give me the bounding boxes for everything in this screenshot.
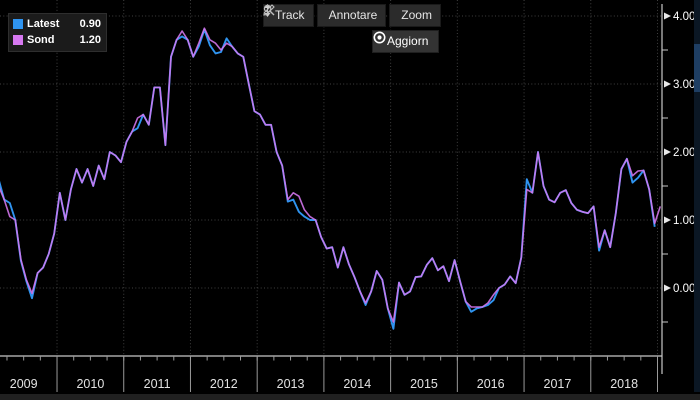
- gridlines: [0, 0, 662, 356]
- svg-text:2012: 2012: [210, 377, 238, 391]
- legend-item-sond: Sond 1.20: [13, 32, 101, 48]
- vertical-scrollbar-thumb[interactable]: [694, 44, 700, 92]
- horizontal-scrollbar[interactable]: [0, 394, 700, 400]
- svg-text:2017: 2017: [544, 377, 572, 391]
- svg-text:2016: 2016: [477, 377, 505, 391]
- svg-text:2011: 2011: [144, 377, 171, 391]
- sond-series-swatch: [13, 35, 23, 45]
- series-latest: [0, 28, 656, 330]
- svg-text:2010: 2010: [76, 377, 104, 391]
- chart-toolbar: Track Annotare Zoom: [263, 4, 441, 27]
- legend-value: 1.20: [79, 34, 101, 46]
- refresh-button[interactable]: Aggiorn: [372, 30, 440, 53]
- vertical-scrollbar[interactable]: [694, 0, 700, 392]
- svg-text:2009: 2009: [10, 377, 38, 391]
- annotate-button[interactable]: Annotare: [263, 4, 387, 27]
- refresh-button-label: Aggiorn: [387, 34, 429, 48]
- svg-text:2018: 2018: [610, 377, 638, 391]
- svg-text:4.00: 4.00: [673, 11, 695, 23]
- svg-text:1.00: 1.00: [673, 215, 695, 227]
- svg-text:0.00: 0.00: [673, 283, 695, 295]
- chart-legend: Latest 0.90 Sond 1.20: [8, 13, 107, 52]
- series-sond: [0, 27, 662, 323]
- track-button-label: Track: [275, 8, 305, 22]
- svg-text:2.00: 2.00: [673, 147, 695, 159]
- legend-label: Sond: [27, 34, 55, 46]
- latest-series-swatch: [13, 19, 23, 29]
- series-lines: [0, 27, 662, 330]
- legend-value: 0.90: [79, 18, 101, 30]
- zoom-button-label: Zoom: [401, 8, 432, 22]
- legend-label: Latest: [27, 18, 60, 30]
- zoom-button[interactable]: Zoom: [263, 4, 441, 27]
- svg-text:3.00: 3.00: [673, 79, 695, 91]
- axes: 4.00 3.00 2.00 1.00 0.00 2009 2010 2011 2012 2013…: [0, 4, 695, 392]
- annotate-button-label: Annotare: [328, 8, 378, 22]
- track-button[interactable]: Track: [263, 4, 314, 27]
- svg-text:2013: 2013: [277, 377, 305, 391]
- legend-item-latest: Latest 0.90: [13, 16, 101, 32]
- svg-text:2014: 2014: [343, 377, 371, 391]
- svg-text:2015: 2015: [410, 377, 438, 391]
